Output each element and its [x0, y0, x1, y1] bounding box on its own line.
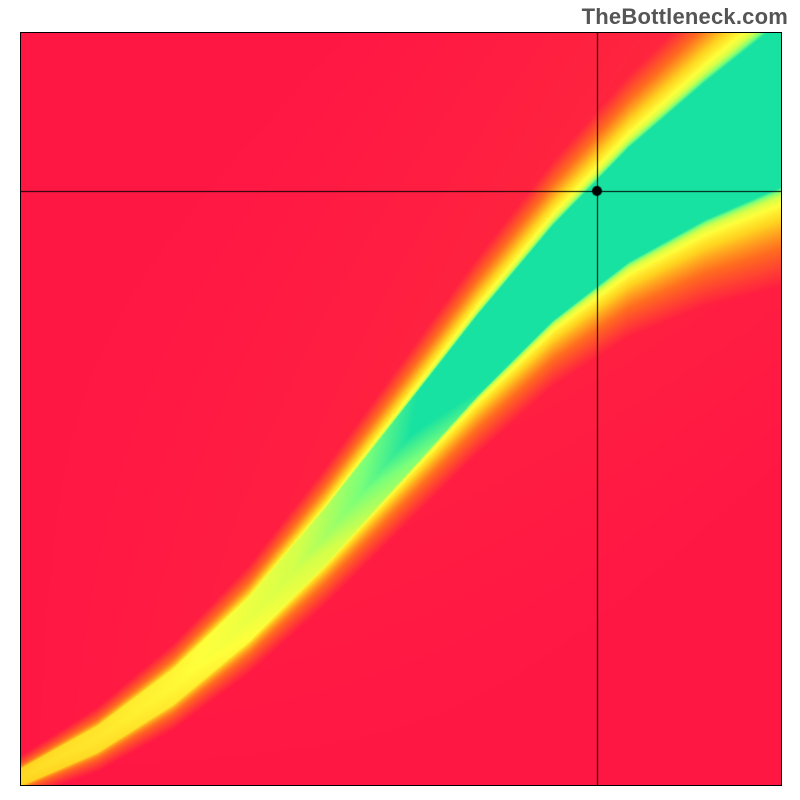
watermark-text: TheBottleneck.com [582, 4, 788, 30]
bottleneck-heatmap [20, 32, 782, 786]
root: TheBottleneck.com [0, 0, 800, 800]
